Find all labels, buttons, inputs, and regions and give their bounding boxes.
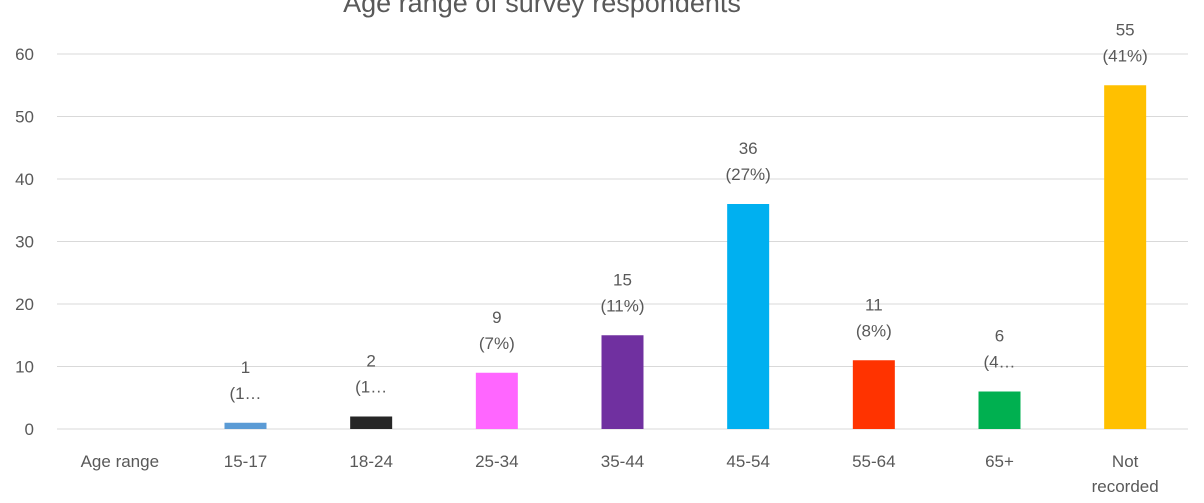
data-label-value: 2 <box>366 352 375 371</box>
y-tick-label: 10 <box>15 358 34 377</box>
data-label-percent: (1… <box>355 378 387 397</box>
x-tick-label: 45-54 <box>726 452 769 471</box>
x-tick-label: 65+ <box>985 452 1014 471</box>
data-label-value: 9 <box>492 308 501 327</box>
bar <box>852 360 895 429</box>
data-label-value: 6 <box>995 327 1004 346</box>
data-label-percent: (41%) <box>1102 46 1147 65</box>
data-label-value: 1 <box>241 358 250 377</box>
bar <box>224 422 267 429</box>
x-tick-label: 25-34 <box>475 452 518 471</box>
x-tick-label: recorded <box>1092 477 1159 496</box>
y-tick-label: 40 <box>15 170 34 189</box>
y-tick-label: 30 <box>15 233 34 252</box>
bar <box>978 391 1021 429</box>
data-label-value: 11 <box>865 295 883 314</box>
data-label-value: 36 <box>739 139 758 158</box>
bar <box>727 204 770 429</box>
chart-title: Age range of survey respondents <box>343 0 741 18</box>
data-label-percent: (1… <box>229 384 261 403</box>
y-tick-label: 0 <box>25 420 34 439</box>
bar <box>350 416 393 429</box>
x-tick-label: Not <box>1112 452 1139 471</box>
y-tick-label: 60 <box>15 45 34 64</box>
data-label-percent: (27%) <box>725 165 770 184</box>
data-label-percent: (4… <box>983 353 1015 372</box>
bar <box>601 335 644 429</box>
x-tick-label: 35-44 <box>601 452 644 471</box>
data-label-value: 15 <box>613 270 632 289</box>
x-tick-label: 15-17 <box>224 452 267 471</box>
bar <box>475 372 518 429</box>
data-label-percent: (8%) <box>856 321 892 340</box>
data-label-percent: (7%) <box>479 334 515 353</box>
bar <box>1104 85 1147 429</box>
y-tick-label: 50 <box>15 108 34 127</box>
x-tick-label: Age range <box>81 452 159 471</box>
x-tick-label: 55-64 <box>852 452 895 471</box>
y-tick-label: 20 <box>15 295 34 314</box>
data-label-value: 55 <box>1116 20 1135 39</box>
data-label-percent: (11%) <box>600 296 644 315</box>
x-tick-label: 18-24 <box>349 452 392 471</box>
